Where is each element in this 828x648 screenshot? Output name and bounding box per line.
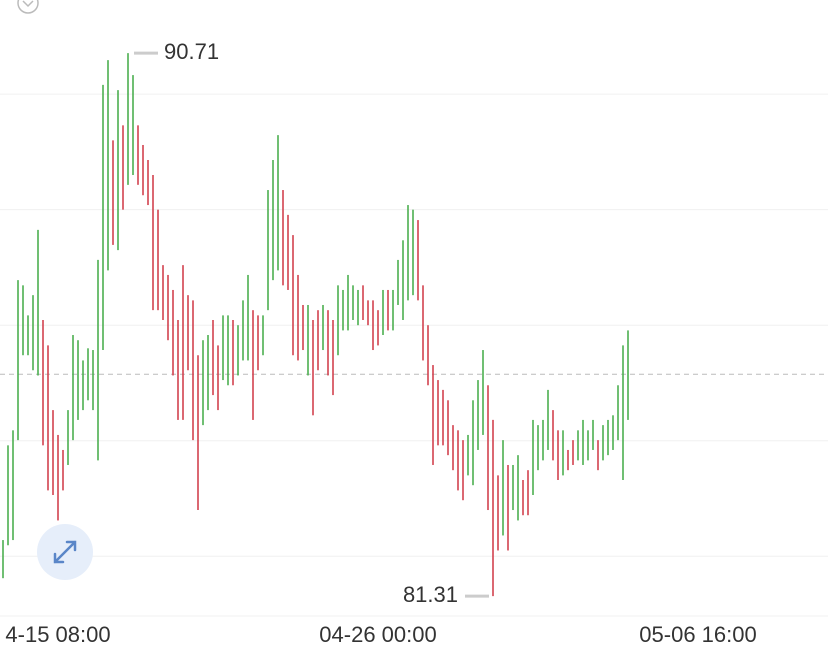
plot: 90.71 81.31 4-15 08:00 04-26 00:00 05-06 16:… [0, 39, 828, 647]
x-tick-label: 4-15 08:00 [5, 622, 110, 647]
x-tick-label: 04-26 00:00 [319, 622, 436, 647]
x-tick-label: 05-06 16:00 [639, 622, 756, 647]
expand-button[interactable] [37, 524, 93, 580]
expand-icon [53, 540, 77, 564]
menu-icon-chevron [22, 0, 34, 8]
annotation-label: 81.31 [403, 582, 458, 607]
menu-icon[interactable] [17, 0, 39, 14]
annotation-label: 90.71 [164, 39, 219, 64]
